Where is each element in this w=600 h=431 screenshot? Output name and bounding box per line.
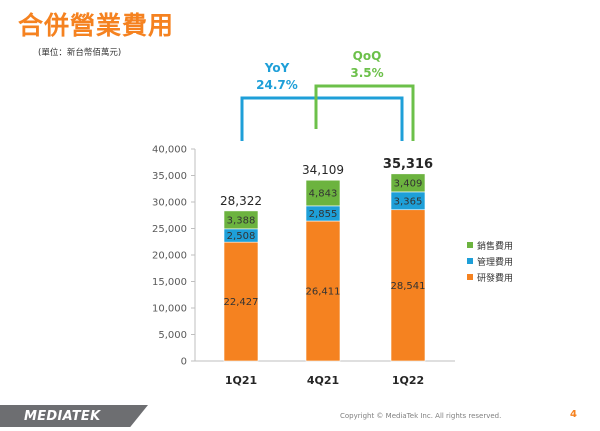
y-tick-label: 35,000: [152, 171, 187, 182]
y-tick-label: 40,000: [152, 145, 187, 156]
legend-label: 研發費用: [477, 272, 513, 284]
total-label: 34,109: [302, 163, 344, 177]
y-tick-label: 15,000: [152, 277, 187, 288]
x-tick-label: 4Q21: [307, 374, 339, 387]
y-tick-label: 20,000: [152, 251, 187, 262]
total-label: 28,322: [220, 194, 262, 208]
comparison-brackets: YoY 24.7% QoQ 3.5%: [240, 49, 415, 141]
x-tick-label: 1Q21: [225, 374, 257, 387]
bar-segment: [305, 179, 341, 207]
yoy-label: YoY: [264, 61, 290, 75]
data-label: 2,855: [309, 209, 338, 220]
data-label: 2,508: [227, 231, 256, 242]
bars: 22,427 2,508 3,388 28,322 1Q21 26,411 2,855 4,8…: [220, 157, 433, 387]
page-title: 合併營業費用: [18, 11, 175, 40]
bar-segment: [390, 209, 426, 362]
bar-segment: [223, 210, 259, 230]
logo-text: MEDIATEK: [24, 409, 101, 424]
qoq-bracket: [314, 84, 415, 141]
copyright-text: Copyright © MediaTek Inc. All rights res…: [340, 412, 502, 420]
y-tick-label: 0: [181, 357, 187, 368]
yoy-value: 24.7%: [256, 78, 298, 92]
bar-segment: [390, 173, 426, 193]
data-label: 4,843: [309, 189, 338, 200]
page-number: 4: [570, 409, 577, 420]
data-label: 26,411: [306, 287, 341, 298]
data-label: 28,541: [391, 281, 426, 292]
legend-label: 銷售費用: [477, 240, 513, 252]
qoq-label: QoQ: [353, 49, 382, 63]
data-label: 3,388: [227, 215, 256, 226]
legend-swatch: [467, 258, 473, 264]
data-label: 3,409: [394, 178, 423, 189]
legend-swatch: [467, 274, 473, 280]
y-tick-label: 10,000: [152, 304, 187, 315]
y-tick-label: 25,000: [152, 224, 187, 235]
company-logo: [0, 405, 148, 427]
bar-segment: [305, 220, 341, 362]
data-label: 22,427: [224, 297, 259, 308]
bar-segment: [223, 241, 259, 362]
yoy-bracket: [240, 96, 404, 141]
y-tick-label: 5,000: [158, 330, 187, 341]
legend-label: 管理費用: [477, 256, 513, 268]
total-label: 35,316: [383, 157, 433, 172]
x-tick-label: 1Q22: [392, 374, 424, 387]
qoq-value: 3.5%: [350, 66, 383, 80]
legend-swatch: [467, 242, 473, 248]
unit-note: (單位：新台幣佰萬元): [38, 48, 122, 58]
data-label: 3,365: [394, 196, 423, 207]
y-tick-label: 30,000: [152, 198, 187, 209]
